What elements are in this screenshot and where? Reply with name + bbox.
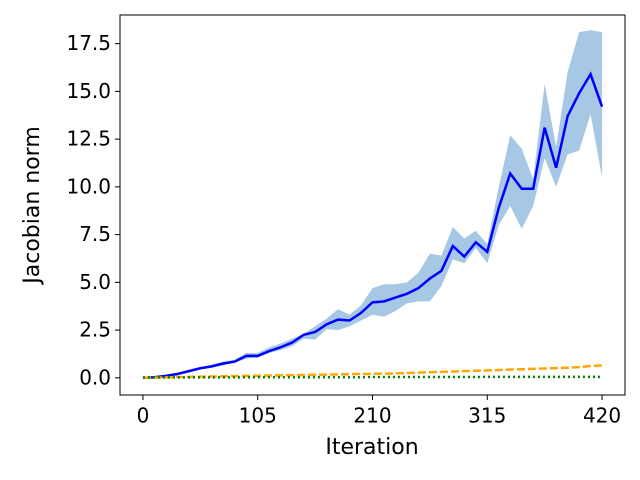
y-tick-label: 0.0 bbox=[79, 365, 111, 389]
y-tick-label: 15.0 bbox=[66, 79, 111, 103]
x-tick-label: 315 bbox=[468, 404, 506, 428]
y-tick-label: 5.0 bbox=[79, 270, 111, 294]
y-tick-label: 2.5 bbox=[79, 318, 111, 342]
y-tick-label: 17.5 bbox=[66, 31, 111, 55]
line-series bbox=[142, 71, 604, 380]
y-tick-label: 12.5 bbox=[66, 127, 111, 151]
y-axis-label: Jacobian norm bbox=[20, 126, 45, 286]
x-tick-label: 210 bbox=[353, 404, 391, 428]
y-tick-label: 10.0 bbox=[66, 174, 111, 198]
plot-frame bbox=[119, 14, 626, 396]
x-tick-label: 0 bbox=[137, 404, 150, 428]
line-series bbox=[142, 375, 603, 379]
x-tick-label: 420 bbox=[583, 404, 621, 428]
x-axis-label: Iteration bbox=[325, 435, 418, 460]
y-tick-label: 7.5 bbox=[79, 222, 111, 246]
x-tick-label: 105 bbox=[239, 404, 277, 428]
error-band bbox=[142, 30, 603, 378]
